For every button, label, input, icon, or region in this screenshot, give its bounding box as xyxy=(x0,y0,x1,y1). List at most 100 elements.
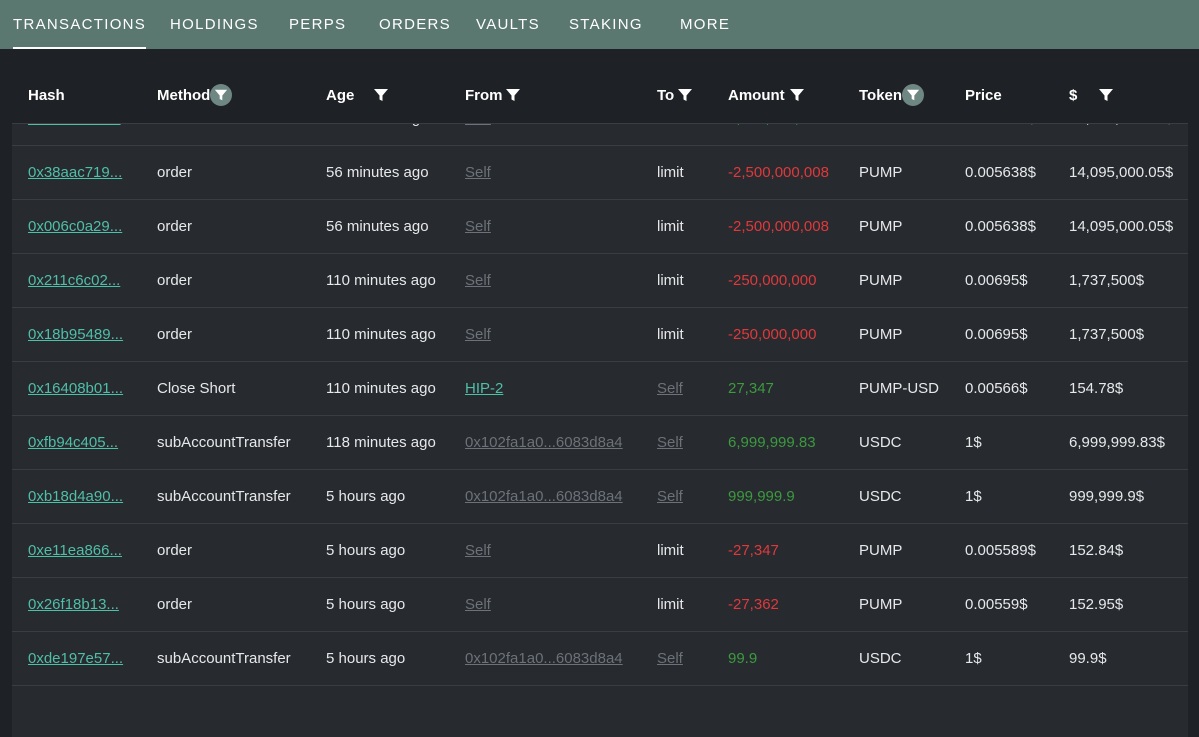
filter-active-icon[interactable] xyxy=(902,84,925,106)
filter-icon[interactable] xyxy=(677,87,693,103)
cell-method: subAccountTransfer xyxy=(157,470,291,523)
cell-usd: 1,737,500$ xyxy=(1069,308,1144,361)
cell-to: Self xyxy=(657,470,683,523)
from-address-link[interactable]: Self xyxy=(465,271,491,289)
cell-to: limit xyxy=(657,200,684,253)
cell-to: limit xyxy=(657,254,684,307)
cell-usd: 152.95$ xyxy=(1069,578,1123,631)
age-text: 118 minutes ago xyxy=(326,433,436,451)
method-text: subAccountTransfer xyxy=(157,487,291,505)
table-row: 0xde197e57... subAccountTransfer 5 hours a… xyxy=(12,632,1188,686)
tx-hash-link[interactable]: 0x26f18b13... xyxy=(28,595,119,613)
cell-price: 1$ xyxy=(965,416,982,469)
column-label: Hash xyxy=(28,86,65,104)
tab-holdings[interactable]: HOLDINGS xyxy=(170,16,259,33)
usd-value: 14,095,000.05$ xyxy=(1069,217,1174,235)
cell-price: 0.005638$ xyxy=(965,200,1036,253)
tx-hash-link[interactable]: 0x16408b01... xyxy=(28,379,124,397)
method-text: order xyxy=(157,163,193,181)
filter-icon[interactable] xyxy=(789,87,805,103)
from-address-link[interactable]: HIP-2 xyxy=(465,379,504,397)
cell-hash: 0xfb94c405... xyxy=(28,416,118,469)
cell-amount: -2,500,000,008 xyxy=(728,200,829,253)
column-header-usd: $ xyxy=(1069,66,1114,124)
column-header-age: Age xyxy=(326,66,389,124)
cell-amount: 999,999.9 xyxy=(728,470,795,523)
tab-staking[interactable]: STAKING xyxy=(569,16,643,33)
cell-age: 5 hours ago xyxy=(326,632,436,685)
filter-icon[interactable] xyxy=(505,87,521,103)
cell-usd: 14,095,000.05$ xyxy=(1069,200,1173,253)
method-text: order xyxy=(157,541,193,559)
cell-usd: 152.84$ xyxy=(1069,524,1123,577)
from-address-link[interactable]: Self xyxy=(465,541,491,559)
from-address-link[interactable]: 0x102fa1a0...6083d8a4 xyxy=(465,649,623,667)
cell-amount: 27,347 xyxy=(728,362,774,415)
filter-active-icon[interactable] xyxy=(210,84,233,106)
cell-price: 1$ xyxy=(965,470,982,523)
tab-vaults[interactable]: VAULTS xyxy=(476,16,540,33)
price-value: 0.005638$ xyxy=(965,217,1036,235)
cell-age: 56 minutes ago xyxy=(326,146,436,199)
column-label: Age xyxy=(326,86,355,104)
method-text: order xyxy=(157,217,193,235)
cell-token: PUMP xyxy=(859,578,939,631)
cell-hash: 0x38aac719... xyxy=(28,146,122,199)
token-symbol: PUMP xyxy=(859,595,903,613)
to-address-link[interactable]: Self xyxy=(657,433,683,451)
cell-from: 0x102fa1a0...6083d8a4 xyxy=(465,416,623,469)
to-address-link[interactable]: Self xyxy=(657,487,683,505)
column-label: Token xyxy=(859,86,903,104)
table-header: Hash Method Age From To Amount Token Pri… xyxy=(12,66,1188,124)
cell-token: USDC xyxy=(859,632,939,685)
from-address-link[interactable]: Self xyxy=(465,163,491,181)
to-address-link[interactable]: Self xyxy=(657,649,683,667)
tx-hash-link[interactable]: 0xfb94c405... xyxy=(28,433,119,451)
amount-value: -2,500,000,008 xyxy=(728,163,829,181)
token-symbol: PUMP-USD xyxy=(859,379,940,397)
cell-usd: 14,095,000.05$ xyxy=(1069,146,1173,199)
cell-from: Self xyxy=(465,200,491,253)
to-address-link[interactable]: Self xyxy=(657,379,683,397)
tx-hash-link[interactable]: 0x006c0a29... xyxy=(28,217,123,235)
to-text: limit xyxy=(657,271,684,289)
column-label: $ xyxy=(1069,86,1078,104)
cell-amount: -2,500,000,008 xyxy=(728,146,829,199)
tx-hash-link[interactable]: 0x18b95489... xyxy=(28,325,124,343)
cell-token: PUMP-USD xyxy=(859,362,939,415)
filter-icon[interactable] xyxy=(1098,87,1114,103)
cell-method: Close Short xyxy=(157,362,235,415)
cell-from: 0x102fa1a0...6083d8a4 xyxy=(465,470,623,523)
tab-transactions[interactable]: TRANSACTIONS xyxy=(13,0,147,49)
from-address-link[interactable]: 0x102fa1a0...6083d8a4 xyxy=(465,487,623,505)
age-text: 5 hours ago xyxy=(326,487,406,505)
method-text: order xyxy=(157,595,193,613)
usd-value: 99.9$ xyxy=(1069,649,1107,667)
usd-value: 154.78$ xyxy=(1069,379,1124,397)
tx-hash-link[interactable]: 0xe11ea866... xyxy=(28,541,122,559)
from-address-link[interactable]: Self xyxy=(465,217,491,235)
cell-to: limit xyxy=(657,524,684,577)
from-address-link[interactable]: Self xyxy=(465,325,491,343)
tx-hash-link[interactable]: 0xb18d4a90... xyxy=(28,487,124,505)
price-value: 0.00559$ xyxy=(965,595,1028,613)
tab-orders[interactable]: ORDERS xyxy=(379,16,451,33)
cell-from: Self xyxy=(465,308,491,361)
tx-hash-link[interactable]: 0x38aac719... xyxy=(28,163,123,181)
cell-token: USDC xyxy=(859,470,939,523)
from-address-link[interactable]: Self xyxy=(465,595,491,613)
cell-hash: 0xe11ea866... xyxy=(28,524,122,577)
amount-value: -27,347 xyxy=(728,541,779,559)
tx-hash-link[interactable]: 0xde197e57... xyxy=(28,649,124,667)
filter-icon[interactable] xyxy=(373,87,389,103)
tx-hash-link[interactable]: 0x211c6c02... xyxy=(28,271,121,289)
from-address-link[interactable]: 0x102fa1a0...6083d8a4 xyxy=(465,433,623,451)
tab-perps[interactable]: PERPS xyxy=(289,16,347,33)
to-text: limit xyxy=(657,325,684,343)
cell-price: 0.00566$ xyxy=(965,362,1028,415)
cell-usd: 1,737,500$ xyxy=(1069,254,1144,307)
usd-value: 6,999,999.83$ xyxy=(1069,433,1165,451)
cell-usd: 6,999,999.83$ xyxy=(1069,416,1165,469)
tab-more[interactable]: MORE xyxy=(680,16,731,33)
